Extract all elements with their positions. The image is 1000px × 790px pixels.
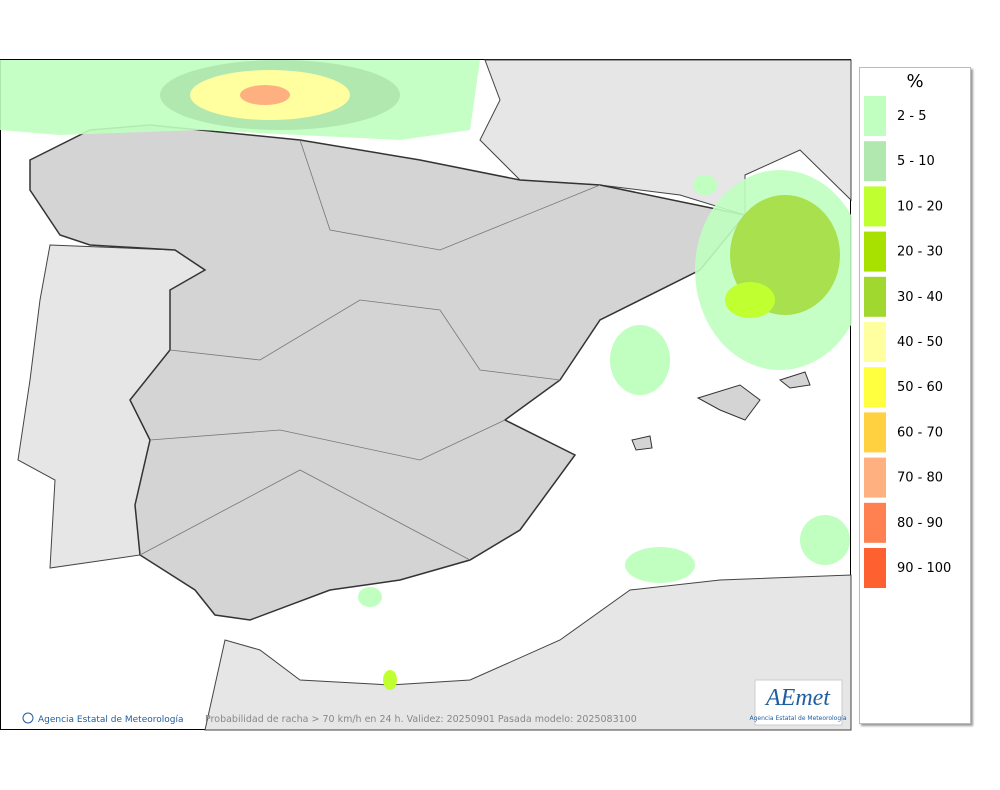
logo: AEmet: [764, 685, 831, 711]
legend-label: 50 - 60: [897, 380, 943, 395]
legend-swatch: [864, 548, 886, 588]
legend-swatch: [864, 276, 886, 317]
legend-swatch: [864, 231, 886, 272]
legend-swatch: [864, 96, 886, 136]
legend-svg: % 2 - 5 5 - 10 10 - 20 20 - 30 30 - 40 40 - 5…: [864, 71, 951, 588]
land: [17, 59, 852, 731]
legend-label: 90 - 100: [897, 561, 951, 576]
regions: [139, 139, 601, 561]
legend-label: 10 - 20: [897, 199, 943, 214]
copyright-icon: [22, 712, 34, 724]
map: Agencia Estatal de Meteorología Probabil…: [0, 59, 852, 731]
legend-title: %: [906, 71, 923, 92]
legend-swatch: [864, 322, 886, 362]
legend-label: 30 - 40: [897, 290, 943, 305]
legend-label: 5 - 10: [897, 154, 935, 169]
caption: Probabilidad de racha > 70 km/h en 24 h.…: [205, 714, 637, 725]
logo-subtitle: Agencia Estatal de Meteorología: [750, 715, 847, 722]
legend-label: 80 - 90: [897, 516, 943, 531]
legend-label: 60 - 70: [897, 425, 943, 440]
africa: [204, 574, 852, 731]
legend-label: 2 - 5: [897, 109, 927, 124]
france: [479, 59, 852, 216]
legend-swatch: [864, 412, 886, 453]
legend-swatch: [864, 186, 886, 227]
spain: [29, 124, 747, 621]
legend-label: 20 - 30: [897, 245, 943, 260]
legend-label: 40 - 50: [897, 335, 943, 350]
credit: Agencia Estatal de Meteorología: [38, 715, 184, 725]
legend-swatch: [864, 502, 886, 543]
logo-box: [754, 679, 843, 726]
legend: % 2 - 5 5 - 10 10 - 20 20 - 30 30 - 40 40 - 5…: [859, 67, 971, 724]
legend-label: 70 - 80: [897, 471, 943, 486]
legend-swatch: [864, 367, 886, 408]
legend-swatch: [864, 457, 886, 498]
legend-swatch: [864, 141, 886, 182]
probability-areas: [0, 60, 852, 690]
balearic-islands: [631, 371, 811, 451]
